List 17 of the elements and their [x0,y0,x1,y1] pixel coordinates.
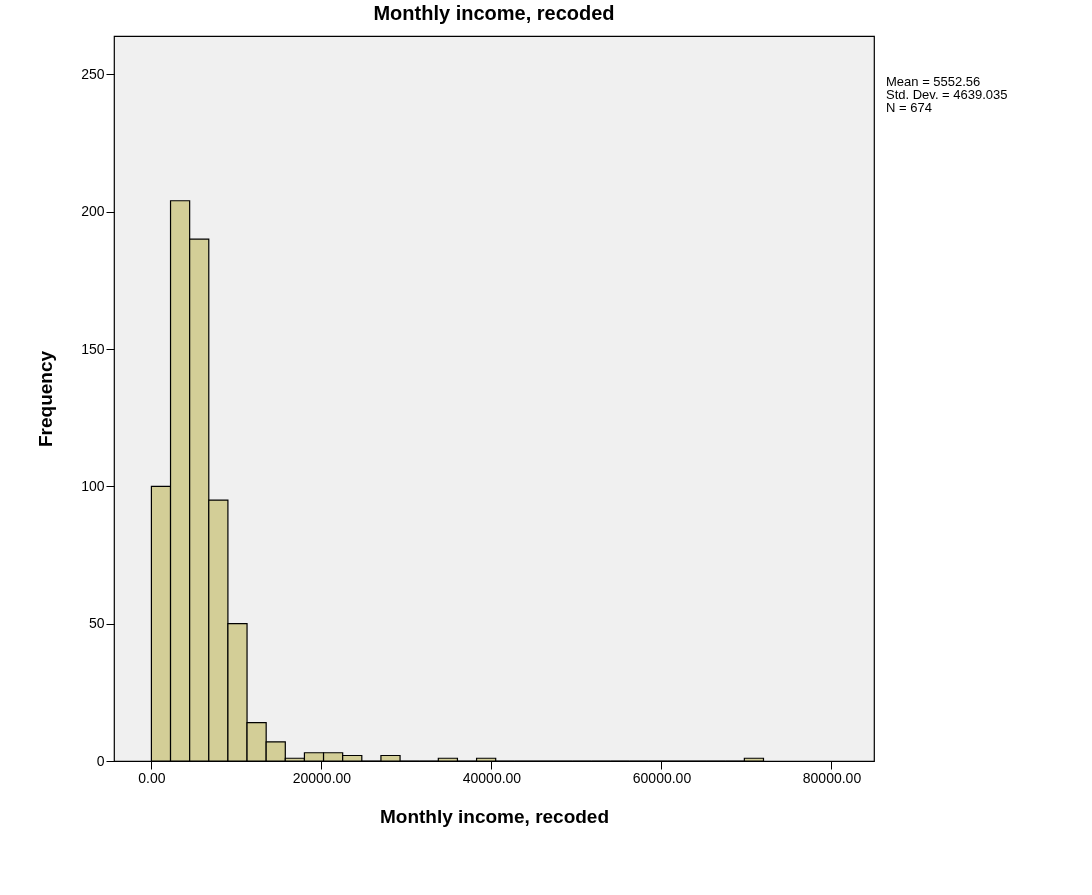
x-tick-label: 80000.00 [802,769,862,786]
chart-title: Monthly income, recoded [373,2,615,24]
x-tick-label: 0.00 [138,769,166,786]
y-axis-title: Frequency [35,350,57,448]
y-tick-label: 100 [81,477,105,494]
text: Mean = 5552.56 [886,74,981,89]
text: Std. Dev. = 4639.035 [886,87,1008,102]
x-tick-label: 60000.00 [632,769,692,786]
y-tick-label: 150 [81,340,105,357]
x-tick-label: 20000.00 [292,769,352,786]
y-tick-label: 200 [81,203,105,220]
y-tick-label: 250 [81,65,105,82]
y-tick-label: 0 [96,752,105,769]
y-tick-label: 50 [88,615,105,632]
x-tick-label: 40000.00 [462,769,522,786]
x-axis-title: Monthly income, recoded [379,805,610,827]
text: N = 674 [886,100,932,115]
